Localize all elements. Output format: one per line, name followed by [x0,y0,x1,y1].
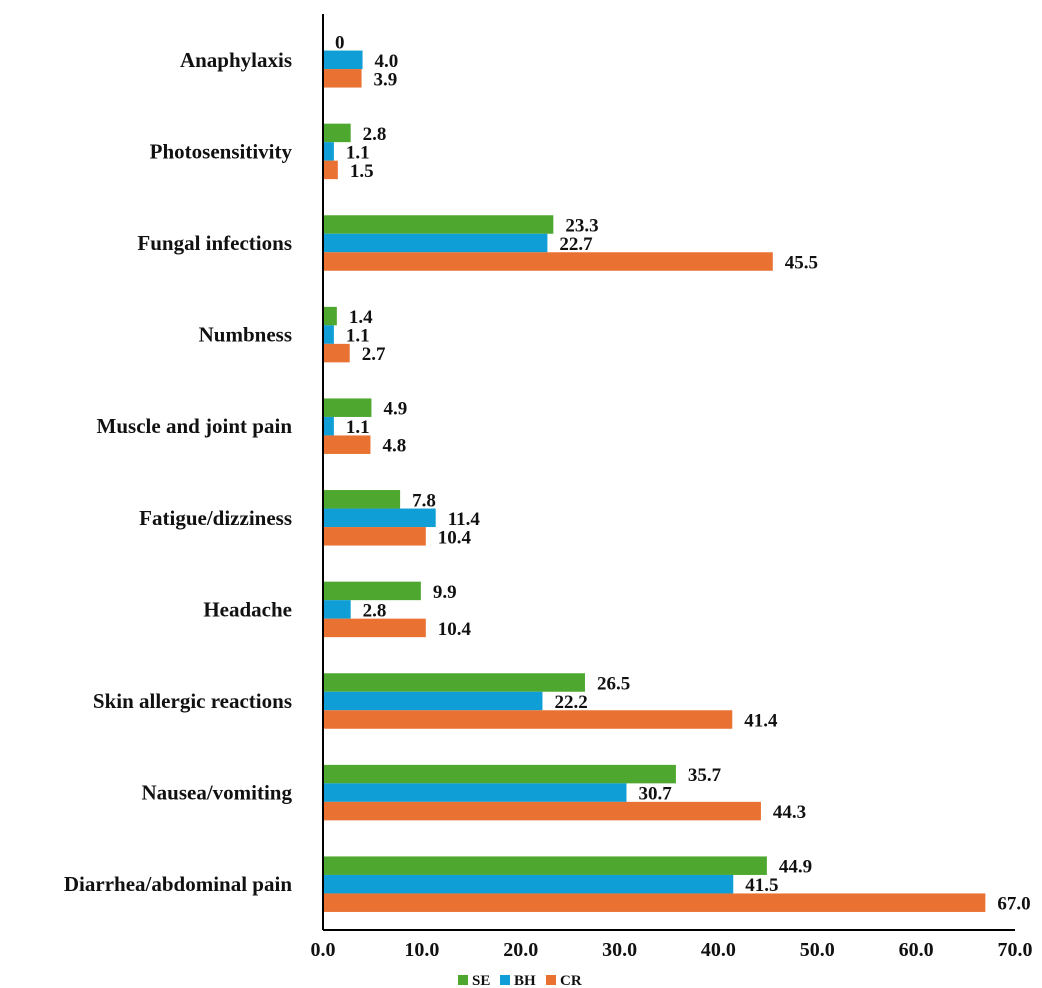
legend-label-bh: BH [514,973,536,988]
bar-se-fungal-infections [323,215,554,234]
x-tick-label-50-0: 50.0 [800,939,835,961]
category-label-numbness: Numbness [199,323,292,347]
category-label-anaphylaxis: Anaphylaxis [180,48,292,72]
value-labels-group: 04.03.92.81.11.523.322.745.51.41.12.74.9… [335,32,1031,914]
value-label-bh-photosensitivity: 1.1 [346,142,370,163]
bar-bh-numbness [323,325,334,344]
value-label-bh-anaphylaxis: 4.0 [375,51,399,72]
value-label-se-numbness: 1.4 [349,307,373,328]
value-label-bh-skin-allergic-reactions: 22.2 [554,692,587,713]
legend-label-se: SE [472,973,490,988]
value-label-cr-nausea-vomiting: 44.3 [773,802,806,823]
value-label-bh-diarrhea-abdominal-pain: 41.5 [745,875,778,896]
value-label-se-anaphylaxis: 0 [335,32,345,53]
category-label-fungal-infections: Fungal infections [137,231,292,255]
value-label-se-photosensitivity: 2.8 [363,124,387,145]
value-label-se-fatigue-dizziness: 7.8 [412,490,436,511]
value-label-cr-diarrhea-abdominal-pain: 67.0 [997,894,1030,915]
category-label-nausea-vomiting: Nausea/vomiting [141,781,292,805]
x-tick-label-0-0: 0.0 [311,939,336,961]
bar-bh-muscle-and-joint-pain [323,416,334,436]
bar-bh-photosensitivity [323,142,334,161]
bar-cr-fatigue-dizziness [323,527,426,546]
value-label-bh-fungal-infections: 22.7 [559,234,593,255]
bar-se-diarrhea-abdominal-pain [323,856,767,875]
legend-swatch-cr [546,975,556,985]
value-label-bh-numbness: 1.1 [346,326,370,347]
bar-se-muscle-and-joint-pain [323,398,372,417]
x-tick-label-70-0: 70.0 [998,939,1033,961]
value-label-se-muscle-and-joint-pain: 4.9 [383,399,407,420]
bar-bh-skin-allergic-reactions [323,691,543,711]
bar-se-numbness [323,306,337,326]
x-tick-label-20-0: 20.0 [503,939,538,961]
value-label-bh-headache: 2.8 [363,600,387,621]
bar-bh-nausea-vomiting [323,783,627,802]
bar-cr-photosensitivity [323,160,338,180]
value-label-bh-nausea-vomiting: 30.7 [638,784,672,805]
x-tick-label-30-0: 30.0 [602,939,637,961]
category-label-diarrhea-abdominal-pain: Diarrhea/abdominal pain [64,872,292,896]
category-label-headache: Headache [203,597,292,621]
bars-group [323,50,986,912]
bar-se-photosensitivity [323,123,351,143]
legend-swatch-bh [500,975,510,985]
bar-cr-diarrhea-abdominal-pain [323,893,986,912]
bar-cr-numbness [323,343,350,363]
value-label-cr-fungal-infections: 45.5 [785,253,818,274]
value-label-se-skin-allergic-reactions: 26.5 [597,674,630,695]
x-tick-label-40-0: 40.0 [701,939,736,961]
category-labels-group: Anaphylaxis Photosensitivity Fungal infect… [64,48,293,896]
value-label-cr-fatigue-dizziness: 10.4 [438,527,472,548]
value-label-cr-numbness: 2.7 [362,344,386,365]
value-label-cr-skin-allergic-reactions: 41.4 [744,711,778,732]
value-label-se-nausea-vomiting: 35.7 [688,765,722,786]
category-label-fatigue-dizziness: Fatigue/dizziness [139,506,292,530]
category-label-skin-allergic-reactions: Skin allergic reactions [93,689,292,713]
value-label-cr-headache: 10.4 [438,619,472,640]
bar-cr-muscle-and-joint-pain [323,435,371,454]
value-label-cr-anaphylaxis: 3.9 [374,69,398,90]
bar-se-skin-allergic-reactions [323,673,585,692]
value-label-cr-photosensitivity: 1.5 [350,161,374,182]
bar-bh-fatigue-dizziness [323,508,436,528]
bar-se-nausea-vomiting [323,764,676,784]
x-tick-labels-group: 0.0 10.0 20.0 30.0 40.0 50.0 60.0 70.0 [311,939,1033,961]
bar-bh-fungal-infections [323,233,548,253]
bar-cr-fungal-infections [323,252,773,271]
legend: SE BH CR [458,973,582,988]
bar-bh-headache [323,600,351,619]
x-tick-label-60-0: 60.0 [899,939,934,961]
bar-cr-anaphylaxis [323,69,362,88]
legend-swatch-se [458,975,468,985]
legend-label-cr: CR [560,973,582,988]
value-label-se-headache: 9.9 [433,582,457,603]
value-label-se-diarrhea-abdominal-pain: 44.9 [779,857,812,878]
x-tick-label-10-0: 10.0 [404,939,439,961]
value-label-bh-fatigue-dizziness: 11.4 [448,509,481,530]
axes-group [322,14,1015,931]
bar-cr-nausea-vomiting [323,801,761,821]
value-label-se-fungal-infections: 23.3 [565,216,598,237]
bar-se-headache [323,581,421,601]
bar-cr-skin-allergic-reactions [323,710,733,729]
category-label-muscle-and-joint-pain: Muscle and joint pain [97,414,293,438]
bar-cr-headache [323,618,426,638]
value-label-cr-muscle-and-joint-pain: 4.8 [382,436,406,457]
value-label-bh-muscle-and-joint-pain: 1.1 [346,417,370,438]
category-label-photosensitivity: Photosensitivity [150,139,293,163]
bar-bh-diarrhea-abdominal-pain [323,874,734,894]
bar-bh-anaphylaxis [323,50,363,70]
bar-se-fatigue-dizziness [323,490,401,509]
